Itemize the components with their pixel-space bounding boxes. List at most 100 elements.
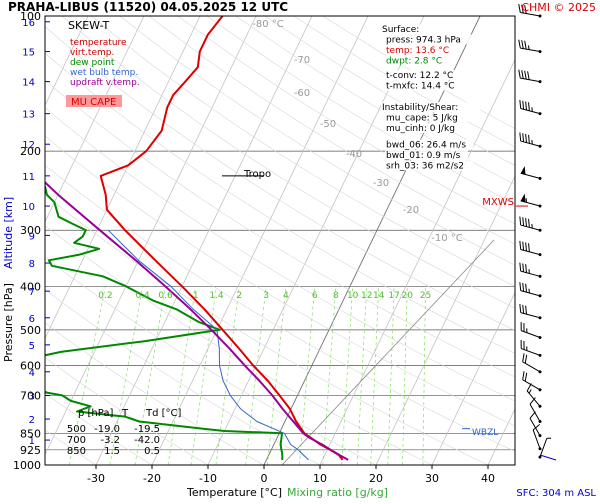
mixing-ratio-label: 6 bbox=[312, 291, 318, 301]
altitude-label-3: 3 bbox=[29, 391, 35, 402]
info-line: srh_03: 36 m2/s2 bbox=[386, 162, 464, 172]
info-line: bwd_01: 0.9 m/s bbox=[386, 151, 461, 161]
dry-adiabat bbox=[45, 79, 515, 378]
wind-barb bbox=[519, 262, 542, 278]
mixing-ratio-line bbox=[109, 286, 143, 465]
isotherm-line bbox=[45, 16, 145, 223]
reference-line bbox=[281, 239, 495, 465]
credit-label: CHMI © 2025 bbox=[521, 1, 596, 14]
barb-flag bbox=[526, 383, 532, 392]
mixing-ratio-line bbox=[370, 286, 380, 465]
isotherm-label: -30 bbox=[373, 178, 389, 189]
isotherm-label: -40 bbox=[346, 149, 362, 160]
info-bg bbox=[381, 24, 427, 34]
x-tick-label: -10 bbox=[199, 472, 217, 485]
barb-staff bbox=[520, 12, 541, 17]
barb-staff bbox=[529, 418, 541, 436]
dry-adiabat bbox=[45, 256, 377, 465]
wind-barbs-layer bbox=[518, 4, 557, 461]
barb-dot bbox=[538, 204, 542, 208]
altitude-label-5: 5 bbox=[29, 341, 35, 352]
mu-cape-label: MU CAPE bbox=[71, 97, 116, 108]
mixing-ratio-label: 20 bbox=[402, 291, 414, 301]
barb-dot bbox=[538, 370, 542, 374]
altitude-label-16: 16 bbox=[22, 18, 35, 29]
dry-adiabat bbox=[206, 16, 515, 205]
altitude-label-15: 15 bbox=[22, 48, 35, 59]
altitude-label-2: 2 bbox=[29, 415, 35, 426]
barb-flag bbox=[522, 304, 525, 314]
mixing-ratio-line bbox=[167, 286, 197, 465]
isotherm-line bbox=[375, 175, 515, 465]
wind-barb bbox=[518, 39, 542, 54]
barb-dot bbox=[538, 353, 542, 357]
grid-layer bbox=[45, 16, 515, 465]
barb-dot bbox=[538, 274, 542, 278]
axes-layer bbox=[44, 15, 528, 469]
barb-flag bbox=[528, 102, 530, 111]
table-header: p [hPa] bbox=[78, 408, 113, 419]
barb-staff bbox=[520, 140, 541, 147]
pressure-tick-100: 100 bbox=[20, 10, 41, 23]
info-line: dwpt: 2.8 °C bbox=[386, 57, 442, 67]
levels-table: p [hPa] T Td [°C] 500 -19.0 -19.5 700 -3.2 -42.0… bbox=[67, 408, 182, 457]
barb-flag bbox=[522, 282, 525, 292]
barb-staff bbox=[520, 248, 541, 256]
barb-dot bbox=[538, 388, 542, 392]
barb-flag bbox=[518, 4, 521, 13]
altitude-label-4: 4 bbox=[29, 368, 35, 379]
pressure-tick-700: 700 bbox=[20, 389, 41, 402]
isotherm-label: -80 °C bbox=[252, 19, 284, 30]
wind-barb bbox=[522, 371, 542, 392]
altitude-label-1: 1 bbox=[29, 436, 35, 447]
altitude-label-13: 13 bbox=[22, 110, 35, 121]
barb-flag bbox=[521, 4, 524, 14]
y-axis-title-group: Pressure [hPa] Altitude [km] bbox=[2, 197, 15, 362]
series-dew-point bbox=[45, 185, 284, 460]
x-axis-title: Temperature [°C] bbox=[186, 486, 282, 499]
table-cell: -3.2 bbox=[100, 435, 120, 446]
barb-dot bbox=[538, 228, 542, 232]
isotherm-line bbox=[45, 16, 201, 340]
mixing-ratio-label: 12 bbox=[361, 291, 372, 301]
barb-pennant bbox=[520, 193, 526, 203]
barb-half-flag bbox=[526, 346, 528, 351]
barb-dot bbox=[538, 253, 542, 257]
barb-flag bbox=[532, 424, 540, 431]
info-bg bbox=[385, 123, 468, 133]
barb-flag bbox=[527, 71, 530, 80]
legend-item: virt.temp. bbox=[70, 48, 114, 58]
barb-staff bbox=[522, 379, 541, 391]
info-bg bbox=[385, 55, 452, 66]
sfc-vector bbox=[539, 454, 557, 461]
mixing-ratio-line bbox=[402, 286, 408, 465]
isotherm-label: -70 bbox=[294, 55, 310, 66]
mixing-ratio-line bbox=[215, 286, 240, 465]
altitude-label-8: 8 bbox=[29, 259, 35, 270]
barb-flag bbox=[519, 99, 522, 109]
barb-staff bbox=[520, 270, 541, 277]
info-bg bbox=[385, 112, 468, 123]
barb-flag bbox=[519, 216, 522, 226]
barb-flag bbox=[524, 40, 527, 50]
barb-staff bbox=[520, 107, 541, 115]
mixing-ratio-label: 17 bbox=[388, 291, 399, 301]
mixing-ratio-line bbox=[134, 286, 166, 465]
series-temperature bbox=[99, 16, 344, 461]
barb-staff bbox=[520, 312, 541, 319]
wind-barb bbox=[518, 69, 542, 84]
table-cell: 0.5 bbox=[144, 446, 160, 457]
isotherm-line bbox=[151, 16, 369, 465]
barb-half-flag bbox=[546, 437, 552, 439]
barb-flag bbox=[522, 217, 525, 226]
barb-staff bbox=[520, 200, 541, 207]
dry-adiabat bbox=[45, 225, 433, 465]
y-axis-title-secondary: Altitude [km] bbox=[2, 197, 15, 269]
pressure-tick-925: 925 bbox=[20, 444, 41, 457]
x-tick-label: -20 bbox=[143, 472, 161, 485]
barb-flag bbox=[518, 69, 521, 79]
wind-barb bbox=[519, 304, 542, 320]
barb-half-flag bbox=[528, 269, 530, 274]
plot-frame bbox=[44, 15, 516, 466]
